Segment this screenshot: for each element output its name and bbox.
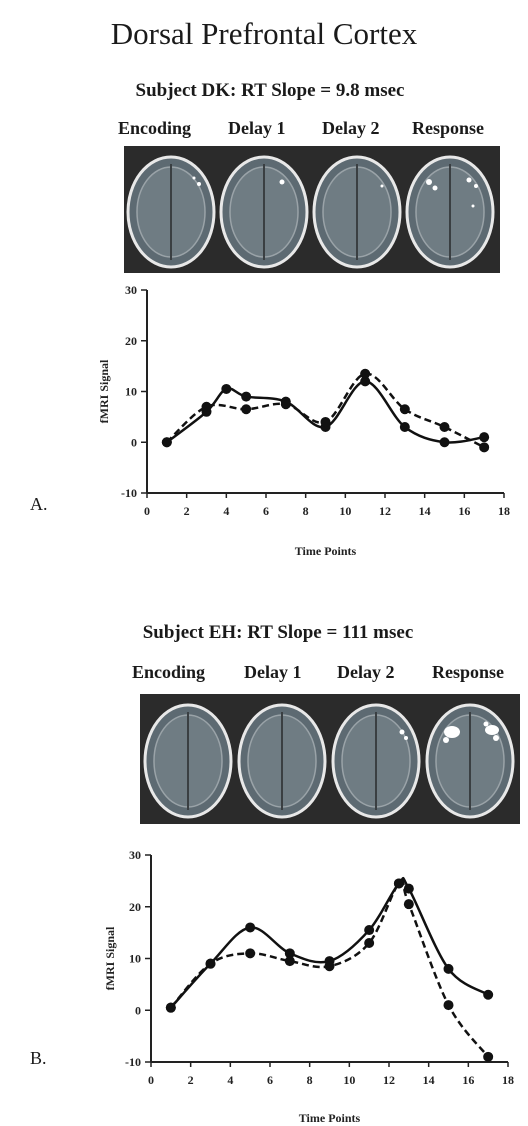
dashed-series-line-0 (165, 372, 485, 449)
y-axis-label-0: fMRI Signal (97, 359, 111, 423)
solid-series-point-0 (399, 422, 410, 433)
panel-letter-b: B. (30, 1048, 47, 1068)
brain-slice-delay2-b (331, 703, 421, 819)
phase-label-delay1-b: Delay 1 (244, 662, 302, 682)
y-tick-label-0: 30 (125, 283, 137, 297)
solid-series-point-0 (439, 437, 450, 448)
x-tick-label-0: 0 (144, 504, 150, 518)
dashed-series-point-1 (364, 937, 375, 948)
dashed-series-point-0 (280, 399, 291, 410)
brain-scan-strip-b (140, 694, 520, 824)
y-tick-label-0: 10 (125, 385, 137, 399)
solid-series-point-1 (483, 989, 494, 1000)
x-tick-label-1: 10 (343, 1073, 355, 1087)
y-tick-label-0: -10 (121, 486, 137, 500)
phase-label-delay2-a: Delay 2 (322, 118, 380, 138)
brain-slice-response-b (425, 703, 515, 819)
dashed-series-point-0 (201, 401, 212, 412)
dashed-series-point-0 (439, 422, 450, 433)
dashed-series-point-0 (399, 404, 410, 415)
solid-series-point-1 (364, 925, 375, 936)
solid-series-line-1 (169, 876, 489, 1009)
x-axis-label-1: Time Points (299, 1111, 361, 1125)
brain-slice-delay2-a (312, 155, 402, 269)
x-tick-label-1: 14 (423, 1073, 435, 1087)
y-tick-label-1: -10 (125, 1055, 141, 1069)
phase-label-delay1-a: Delay 1 (228, 118, 286, 138)
x-tick-label-1: 2 (188, 1073, 194, 1087)
brain-slice-delay1-b (237, 703, 327, 819)
y-tick-label-1: 10 (129, 952, 141, 966)
panel-letter-a: A. (30, 494, 48, 514)
dashed-series-point-0 (320, 416, 331, 427)
dashed-series-point-0 (241, 404, 252, 415)
solid-series-point-0 (221, 383, 232, 394)
x-tick-label-1: 8 (307, 1073, 313, 1087)
phase-label-response-b: Response (432, 662, 505, 682)
solid-series-point-1 (284, 948, 295, 959)
x-axis-label-0: Time Points (295, 544, 357, 558)
phase-label-encoding-a: Encoding (118, 118, 192, 138)
dashed-series-point-0 (479, 442, 490, 453)
solid-series-point-0 (479, 432, 490, 443)
phase-label-response-a: Response (412, 118, 485, 138)
dashed-series-point-1 (205, 958, 216, 969)
brain-slice-response-a (405, 155, 495, 269)
solid-series-point-0 (360, 376, 371, 387)
x-tick-label-0: 4 (223, 504, 229, 518)
x-tick-label-0: 12 (379, 504, 391, 518)
solid-series-point-0 (241, 391, 252, 402)
phase-label-encoding-b: Encoding (132, 662, 206, 682)
x-tick-label-0: 18 (498, 504, 510, 518)
y-tick-label-0: 0 (131, 435, 137, 449)
x-tick-label-1: 12 (383, 1073, 395, 1087)
x-tick-label-0: 2 (184, 504, 190, 518)
brain-slice-encoding-b (143, 703, 233, 819)
phase-label-delay2-b: Delay 2 (337, 662, 395, 682)
dashed-series-point-1 (393, 878, 404, 889)
x-tick-label-0: 10 (339, 504, 351, 518)
solid-series-point-1 (443, 963, 454, 974)
x-tick-label-1: 4 (227, 1073, 233, 1087)
brain-slice-delay1-a (219, 155, 309, 269)
y-tick-label-1: 30 (129, 848, 141, 862)
x-tick-label-1: 16 (462, 1073, 474, 1087)
solid-series-point-1 (403, 883, 414, 894)
dashed-series-point-0 (161, 437, 172, 448)
subject-a-title: Subject DK: RT Slope = 9.8 msec (135, 80, 405, 101)
x-tick-label-1: 18 (502, 1073, 514, 1087)
x-tick-label-0: 6 (263, 504, 269, 518)
subject-b-title: Subject EH: RT Slope = 111 msec (142, 622, 414, 643)
dashed-series-point-0 (360, 368, 371, 379)
dashed-series-point-1 (403, 899, 414, 910)
dashed-series-point-1 (483, 1051, 494, 1062)
brain-scan-strip-a (124, 146, 500, 273)
dashed-series-point-1 (245, 948, 256, 959)
page-title: Dorsal Prefrontal Cortex (110, 16, 418, 51)
y-tick-label-1: 20 (129, 900, 141, 914)
y-tick-label-0: 20 (125, 334, 137, 348)
dashed-series-point-1 (165, 1002, 176, 1013)
x-tick-label-0: 8 (303, 504, 309, 518)
dashed-series-point-1 (284, 956, 295, 967)
chart-a: 0 2 4 6 8 10 12 14 16 18 -10 0 10 20 30 Time Points fMRI… (97, 283, 510, 558)
x-tick-label-0: 14 (419, 504, 431, 518)
x-tick-label-1: 0 (148, 1073, 154, 1087)
dashed-series-point-1 (443, 1000, 454, 1011)
dashed-series-point-1 (324, 961, 335, 972)
solid-series-line-0 (166, 380, 485, 444)
solid-series-point-1 (245, 922, 256, 933)
chart-b: 0 2 4 6 8 10 12 14 16 18 -10 0 10 20 30 Time Points fMRI… (103, 848, 514, 1125)
x-tick-label-1: 6 (267, 1073, 273, 1087)
y-tick-label-1: 0 (135, 1003, 141, 1017)
brain-slice-encoding-a (126, 155, 216, 269)
x-tick-label-0: 16 (458, 504, 470, 518)
y-axis-label-1: fMRI Signal (103, 926, 117, 990)
